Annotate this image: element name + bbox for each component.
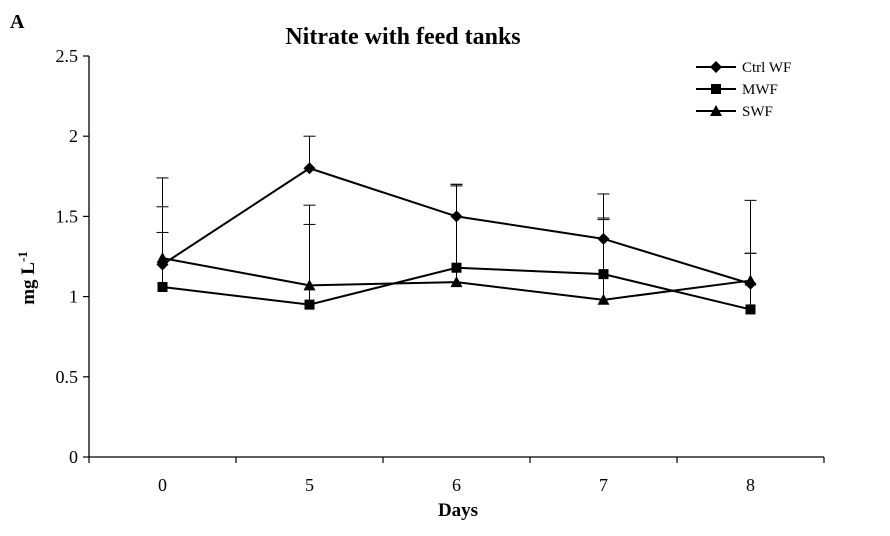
data-point xyxy=(744,274,757,286)
y-tick-label: 0.5 xyxy=(56,367,79,387)
legend-marker xyxy=(711,84,721,94)
legend-label: SWF xyxy=(742,104,773,120)
x-tick-label: 0 xyxy=(158,475,167,495)
legend-label: MWF xyxy=(742,82,778,98)
legend-marker xyxy=(710,105,722,116)
x-tick-label: 5 xyxy=(305,475,314,495)
data-point xyxy=(745,304,756,315)
y-tick-label: 1.5 xyxy=(56,206,79,226)
chart-title: Nitrate with feed tanks xyxy=(285,24,520,50)
y-axis-title: mg L-1 xyxy=(15,251,39,305)
data-point xyxy=(303,162,316,175)
x-tick-label: 6 xyxy=(452,475,461,495)
y-tick-label: 2 xyxy=(69,126,78,146)
y-tick-label: 0 xyxy=(69,447,78,467)
legend-item-swf: SWF xyxy=(696,104,773,120)
series-layer xyxy=(156,135,757,315)
legend-item-ctrl-wf: Ctrl WF xyxy=(696,60,791,76)
axes: 0 0.5 1 1.5 2 2.5 0 5 6 7 8 xyxy=(56,46,825,495)
data-point xyxy=(450,276,463,288)
data-point xyxy=(303,279,316,291)
legend-item-mwf: MWF xyxy=(696,82,778,98)
data-point xyxy=(157,281,168,292)
legend: Ctrl WF MWF SWF xyxy=(696,60,791,120)
data-point xyxy=(304,299,315,310)
panel-label: A xyxy=(10,11,25,33)
data-point xyxy=(156,252,169,264)
x-tick-label: 7 xyxy=(599,475,608,495)
data-point xyxy=(597,293,610,305)
legend-marker xyxy=(710,61,722,73)
y-tick-label: 2.5 xyxy=(56,46,79,66)
series-swf xyxy=(156,185,757,305)
y-axis-title-superscript: -1 xyxy=(15,251,30,262)
y-tick-label: 1 xyxy=(69,287,78,307)
x-tick-label: 8 xyxy=(746,475,755,495)
legend-label: Ctrl WF xyxy=(742,60,791,76)
y-axis-title-main: mg L xyxy=(18,262,39,305)
x-axis-title: Days xyxy=(438,500,478,521)
